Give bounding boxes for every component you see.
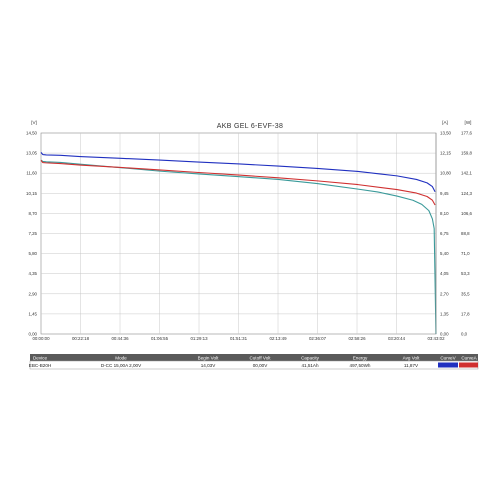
power-tick-label: 124,3 bbox=[461, 191, 473, 196]
power-line bbox=[40, 159, 436, 206]
current-line bbox=[40, 152, 436, 193]
current-tick-label: 10,80 bbox=[440, 171, 452, 176]
header-curve-a: CurveA bbox=[461, 356, 477, 361]
left-tick-label: 10,15 bbox=[26, 191, 38, 196]
power-tick-label: 106,6 bbox=[461, 211, 473, 216]
chart-title: AKB GEL 6-EVF-38 bbox=[217, 123, 283, 130]
current-tick-label: 8,10 bbox=[440, 211, 449, 216]
current-tick-label: 1,35 bbox=[440, 311, 449, 316]
left-tick-label: 11,60 bbox=[26, 171, 37, 176]
current-tick-label: 6,75 bbox=[440, 231, 449, 236]
left-axis-unit: [V] bbox=[31, 120, 37, 125]
cell-mode: D-CC 15,00A 2,00V bbox=[101, 363, 142, 368]
current-axis-unit: [A] bbox=[442, 120, 448, 125]
power-tick-label: 142,1 bbox=[461, 171, 473, 176]
left-tick-label: 0,00 bbox=[28, 332, 37, 337]
cell-avg-volt: 11,87V bbox=[404, 363, 419, 368]
left-tick-label: 4,35 bbox=[28, 271, 37, 276]
header-curve-v: CurveV bbox=[440, 356, 456, 361]
current-tick-label: 2,70 bbox=[440, 291, 449, 296]
current-tick-label: 5,40 bbox=[440, 251, 449, 256]
cell-cutoff-volt: 00,00V bbox=[253, 363, 268, 368]
left-tick-label: 14,50 bbox=[26, 131, 38, 136]
table-header-bar bbox=[30, 354, 478, 361]
current-tick-label: 12,15 bbox=[440, 151, 452, 156]
header-device: Device bbox=[33, 356, 47, 361]
cell-begin-volt: 14,03V bbox=[201, 363, 216, 368]
cell-device: EBC-B20H bbox=[29, 363, 51, 368]
x-tick-label: 02:58:26 bbox=[348, 336, 366, 341]
power-tick-label: 71,0 bbox=[461, 251, 470, 256]
cell-capacity: 41,51Ah bbox=[301, 363, 319, 368]
power-tick-label: 88,8 bbox=[461, 231, 470, 236]
cell-energy: 497,50Wh bbox=[350, 363, 371, 368]
left-tick-label: 5,80 bbox=[28, 251, 37, 256]
curve-a-swatch bbox=[459, 362, 478, 368]
power-tick-label: 0,0 bbox=[461, 332, 468, 337]
current-tick-label: 13,50 bbox=[440, 131, 452, 136]
x-tick-label: 00:00:00 bbox=[32, 336, 50, 341]
x-tick-label: 02:13:49 bbox=[269, 336, 287, 341]
header-capacity: Capacity bbox=[301, 356, 320, 361]
voltage-line bbox=[40, 159, 437, 335]
left-tick-label: 8,70 bbox=[28, 211, 37, 216]
power-tick-label: 159,8 bbox=[461, 151, 473, 156]
series-lines bbox=[40, 152, 437, 335]
left-tick-label: 7,25 bbox=[28, 231, 37, 236]
curve-v-swatch bbox=[438, 362, 458, 368]
x-tick-label: 03:20:44 bbox=[388, 336, 406, 341]
axis-ticks: 0,00 0,00 0,0 1,45 1,35 17,8 2,90 2,70 35,5 4,35 4… bbox=[26, 131, 473, 342]
left-tick-label: 1,45 bbox=[28, 311, 37, 316]
current-tick-label: 9,45 bbox=[440, 191, 449, 196]
header-mode: Mode bbox=[115, 356, 127, 361]
left-tick-label: 13,05 bbox=[26, 151, 38, 156]
power-tick-label: 53,3 bbox=[461, 271, 470, 276]
x-tick-label: 01:06:55 bbox=[151, 336, 169, 341]
x-tick-label: 01:51:31 bbox=[230, 336, 248, 341]
current-tick-label: 4,05 bbox=[440, 271, 449, 276]
summary-table: Device Mode Begin Volt Cutoff Volt Capac… bbox=[29, 354, 479, 370]
header-energy: Energy bbox=[353, 356, 368, 361]
x-tick-label: 01:29:13 bbox=[190, 336, 208, 341]
power-tick-label: 177,6 bbox=[461, 131, 473, 136]
power-axis-unit: [W] bbox=[465, 120, 472, 125]
power-tick-label: 17,8 bbox=[461, 311, 470, 316]
power-tick-label: 35,5 bbox=[461, 291, 470, 296]
header-begin-volt: Begin Volt bbox=[198, 356, 219, 361]
x-tick-label: 03:43:02 bbox=[427, 336, 445, 341]
header-cutoff-volt: Cutoff Volt bbox=[249, 356, 271, 361]
left-tick-label: 2,90 bbox=[28, 291, 37, 296]
header-avg-volt: Avg Volt bbox=[403, 356, 420, 361]
current-tick-label: 0,00 bbox=[440, 332, 449, 337]
x-tick-label: 00:22:18 bbox=[72, 336, 90, 341]
x-tick-label: 00:44:36 bbox=[111, 336, 129, 341]
x-tick-label: 02:36:07 bbox=[309, 336, 327, 341]
